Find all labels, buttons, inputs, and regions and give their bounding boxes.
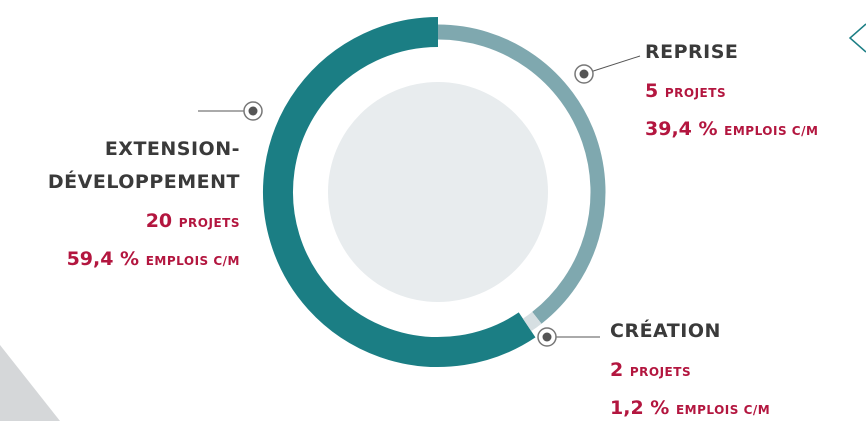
emplois-row: 59,4 % EMPLOIS C/M: [0, 241, 240, 279]
callout-dot: [542, 332, 552, 342]
donut-segment: [522, 311, 542, 332]
projets-unit: PROJETS: [178, 216, 240, 230]
donut-center: [328, 82, 548, 302]
label-block: CRÉATION 2 PROJETS 1,2 % EMPLOIS C/M: [610, 315, 770, 421]
label-block: REPRISE 5 PROJETS 39,4 % EMPLOIS C/M: [645, 36, 818, 149]
decoration: [0, 345, 60, 421]
callout-dot: [579, 69, 589, 79]
projets-unit: PROJETS: [629, 365, 692, 379]
projets-value: 2: [610, 359, 624, 381]
emplois-unit: EMPLOIS C/M: [145, 254, 240, 268]
projets-row: 2 PROJETS: [610, 352, 770, 390]
projets-value: 5: [645, 80, 659, 102]
emplois-unit: EMPLOIS C/M: [724, 124, 819, 138]
emplois-unit: EMPLOIS C/M: [675, 403, 771, 417]
projets-value: 20: [145, 210, 173, 232]
emplois-value: 39,4 %: [645, 118, 718, 140]
projets-row: 20 PROJETS: [0, 203, 240, 241]
category-label: CRÉATION: [610, 320, 721, 342]
callout-dot: [248, 106, 258, 116]
emplois-row: 1,2 % EMPLOIS C/M: [610, 390, 770, 421]
label-block: EXTENSION-DÉVELOPPEMENT 20 PROJETS 59,4 % …: [0, 133, 240, 279]
callout-line: [583, 55, 641, 75]
donut-segment: [437, 24, 606, 324]
emplois-row: 39,4 % EMPLOIS C/M: [645, 111, 818, 149]
category-label: REPRISE: [645, 41, 739, 63]
emplois-value: 59,4 %: [66, 248, 140, 270]
projets-row: 5 PROJETS: [645, 73, 818, 111]
donut-segment: [263, 17, 536, 367]
emplois-value: 1,2 %: [610, 397, 670, 419]
projets-unit: PROJETS: [664, 86, 727, 100]
nav-arrow: [848, 23, 866, 53]
category-label: EXTENSION-DÉVELOPPEMENT: [47, 138, 240, 193]
